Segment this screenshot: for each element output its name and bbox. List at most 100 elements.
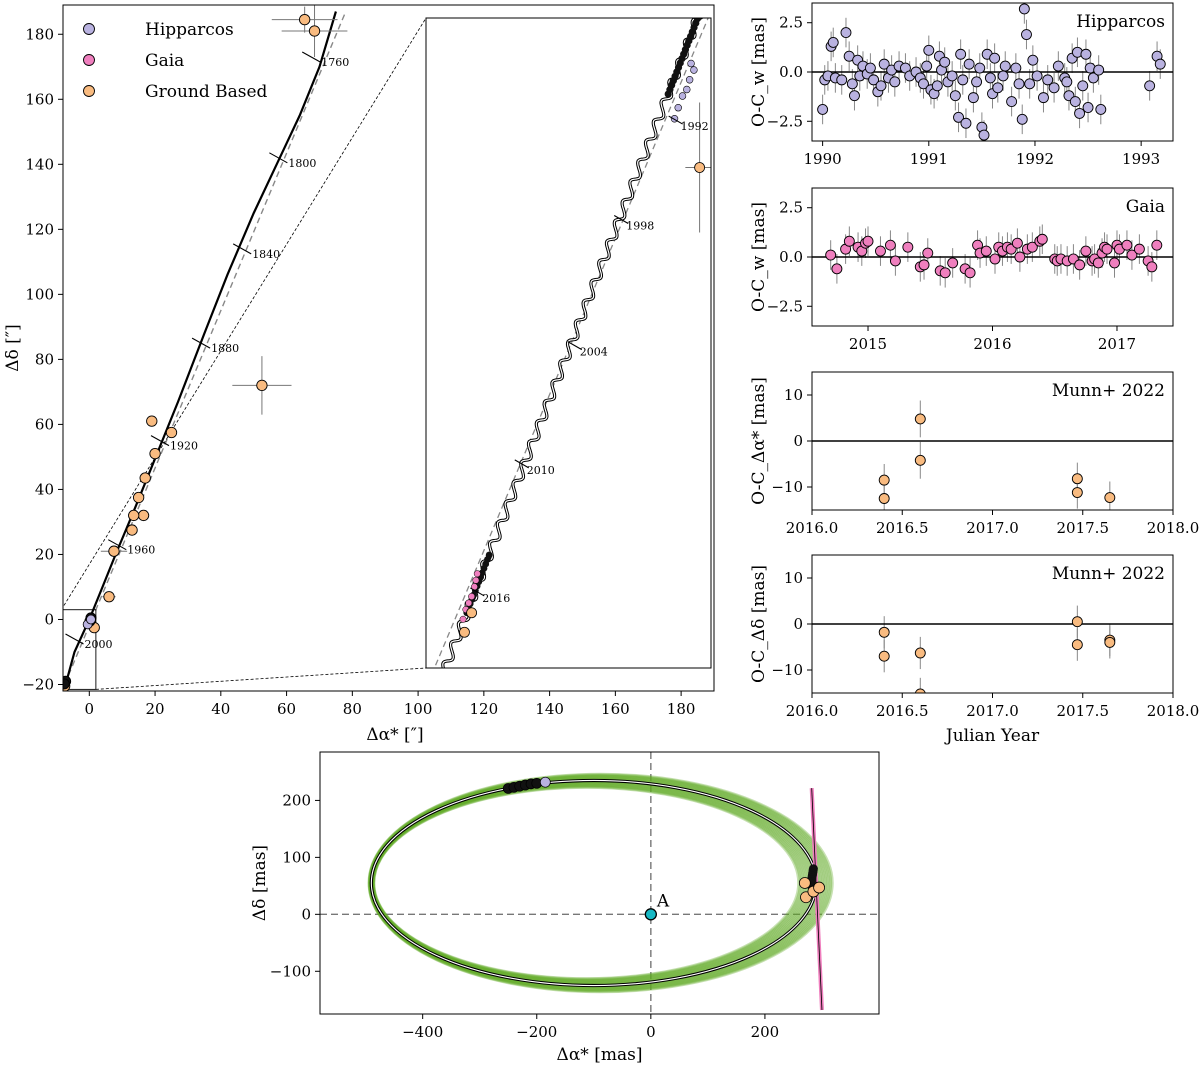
- inset-epoch-tick-3: [514, 459, 530, 469]
- hip_residuals-axes-ytick-label-2: 2.5: [779, 14, 803, 32]
- orbit-ensemble-3: [371, 783, 805, 983]
- main-axes-xtick-label-2: 40: [211, 700, 230, 718]
- main-epoch-label-2: 1920: [170, 440, 198, 453]
- munn_dec-axes-xtick-label-2: 2017.0: [966, 702, 1019, 720]
- orbit-axes-xtick-label-3: 200: [751, 1023, 780, 1041]
- gaia_residuals-point-51: [1126, 249, 1138, 261]
- orbit-ground-point-0: [798, 877, 811, 889]
- main-epoch-label-5: 1800: [288, 157, 316, 170]
- gaia_residuals-point-52: [1133, 243, 1145, 255]
- legend-label-ground: Ground Based: [145, 82, 268, 102]
- inset-hip-point-6: [687, 59, 695, 68]
- gaia_residuals-point-40: [1080, 245, 1092, 257]
- munn_ra-axes-ytick-label-1: 0: [793, 432, 803, 450]
- hip_residuals-point-42: [957, 74, 969, 86]
- hip_residuals-point-61: [1018, 3, 1030, 15]
- gaia_residuals-point-33: [1036, 233, 1048, 245]
- main-axes-xtick-label-7: 140: [535, 700, 564, 718]
- munn_ra-frame: [811, 371, 1174, 511]
- inset-hip-point-5: [690, 66, 698, 74]
- inset-epoch-tick-2: [567, 341, 583, 351]
- main-epoch-tick-6: [301, 51, 321, 63]
- inset-epoch-tick-4: [470, 587, 485, 597]
- main-axes-ytick-label-8: 140: [25, 155, 54, 173]
- main-epoch-tick-2: [150, 435, 170, 447]
- hip_residuals-axes-xtick-label-1: 1991: [910, 150, 948, 168]
- orbit-best-outer: [369, 778, 818, 988]
- orbit-plot-area: A: [320, 752, 879, 1014]
- orbit-axes-ytick-label-3: 200: [282, 791, 311, 809]
- munn_dec-point-2: [914, 647, 926, 659]
- main-track: [64, 11, 337, 685]
- hip_residuals-point-82: [1093, 64, 1105, 76]
- hip_residuals-point-78: [1080, 48, 1092, 60]
- munn_dec-point-0: [878, 626, 890, 638]
- munn_ra-point-2: [914, 413, 926, 425]
- hip_residuals-point-15: [864, 62, 876, 74]
- main-legend: Hipparcos Gaia Ground Based: [83, 20, 268, 102]
- hip_residuals-point-45: [967, 92, 979, 104]
- hip_residuals-point-7: [840, 27, 852, 39]
- gaia_residuals-axes-xtick-label-2: 2017: [1098, 335, 1136, 353]
- inset-ground-point-0: [694, 162, 705, 173]
- main-ground-point-8: [137, 509, 150, 522]
- orbit-ensemble-4: [371, 783, 807, 983]
- hip_residuals-axes-xtick-label-0: 1990: [804, 150, 842, 168]
- hip_residuals-point-58: [1010, 62, 1022, 74]
- main-ground-point-5: [149, 448, 161, 460]
- main-epoch-label-0: 2000: [85, 638, 113, 651]
- gaia_residuals-point-13: [918, 259, 930, 271]
- orbit-primary-star: [644, 908, 657, 921]
- orbit-axes-xtick-label-1: −200: [516, 1023, 557, 1041]
- gaia_residuals-point-0: [825, 249, 837, 261]
- main-frame: [62, 4, 715, 692]
- main-ground-point-10: [126, 524, 138, 536]
- hip_residuals-plot-area: [812, 3, 1173, 141]
- hip_residuals-point-38: [946, 70, 958, 82]
- hip_residuals-point-76: [1074, 107, 1086, 119]
- main-plot-area: 2000 1960 1920 1880 1840 1800 1760: [63, 5, 427, 691]
- inset-hip-point-3: [683, 85, 691, 94]
- gaia_residuals-point-39: [1074, 259, 1086, 271]
- gaia_residuals-axes-xtick-label-0: 2015: [849, 335, 887, 353]
- hip_residuals-point-28: [918, 78, 929, 90]
- hip_residuals-point-22: [889, 76, 901, 88]
- orbit-axes-xtick-label-2: 0: [646, 1023, 656, 1041]
- orbit-axes-ytick-label-0: −100: [270, 962, 311, 980]
- hip_residuals-point-55: [997, 70, 1009, 82]
- munn_ra-axes-xtick-label-1: 2016.5: [876, 519, 929, 537]
- orbit-ylabel: Δδ [mas]: [250, 845, 270, 921]
- hip_residuals-point-43: [960, 117, 972, 129]
- hip_residuals-point-57: [1006, 96, 1018, 108]
- gaia_residuals-point-14: [922, 247, 934, 259]
- inset-hip-point-4: [685, 76, 694, 84]
- main-ground-point-11: [108, 545, 120, 557]
- gaia_residuals-annotation: Gaia: [1126, 197, 1165, 217]
- main-axes-xtick-label-0: 0: [85, 700, 95, 718]
- munn_dec-ylabel: O-C_Δδ [mas]: [749, 565, 769, 683]
- inset-epoch-label-3: 2010: [527, 464, 555, 477]
- munn_ra-annotation: Munn+ 2022: [1052, 381, 1165, 401]
- inset-epoch-label-4: 2016: [482, 592, 510, 605]
- main-axes-ytick-label-6: 100: [25, 285, 54, 303]
- hip_residuals-point-81: [1087, 72, 1099, 84]
- orbit-ensemble-2: [371, 784, 804, 982]
- main-epoch-tick-4: [232, 243, 252, 255]
- hip_residuals-point-40: [953, 111, 964, 123]
- main-ground-point-1: [308, 25, 321, 37]
- main-axes-ytick-label-0: −20: [22, 675, 54, 693]
- orbit-ensemble-21: [367, 772, 834, 994]
- main-axes-xtick-label-3: 60: [277, 700, 296, 718]
- inset-epoch-label-0: 1992: [681, 120, 709, 133]
- gaia_residuals-point-17: [947, 257, 959, 269]
- hip_residuals-point-59: [1013, 78, 1025, 90]
- hip_residuals-point-47: [974, 62, 986, 74]
- inset-epoch-label-2: 2004: [580, 346, 608, 359]
- munn_ra-ylabel: O-C_Δα* [mas]: [749, 377, 769, 505]
- hip_residuals-point-71: [1061, 76, 1073, 88]
- main-epoch-tick-3: [191, 337, 211, 349]
- munn_ra-plot-area: [812, 400, 1173, 510]
- munn_ra-axes-ytick-label-2: 10: [784, 386, 803, 404]
- hip_residuals-point-0: [817, 104, 829, 115]
